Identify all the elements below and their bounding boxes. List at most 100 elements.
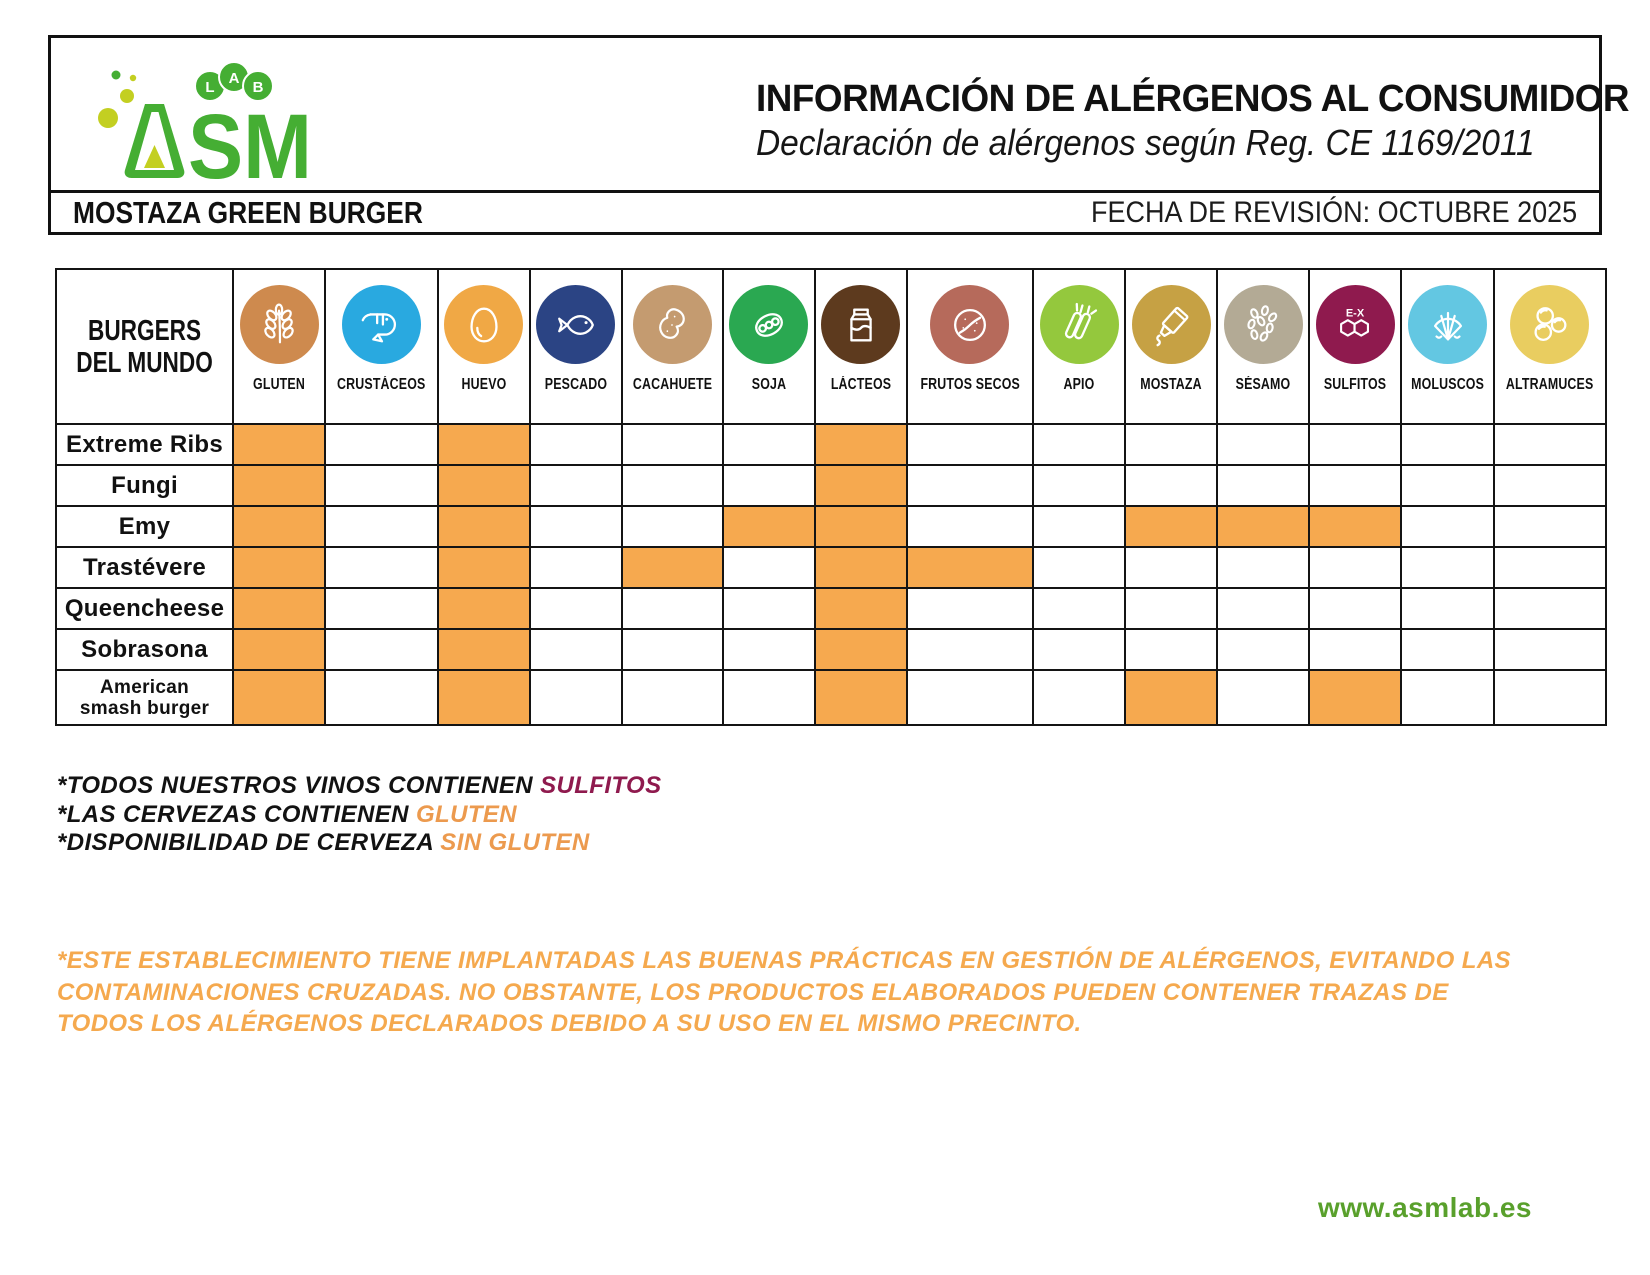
allergen-column-gluten: GLUTEN bbox=[232, 268, 327, 425]
allergen-cell-pescado bbox=[528, 423, 623, 466]
allergen-cell-mostaza bbox=[1124, 546, 1219, 589]
allergen-mark-gluten bbox=[232, 587, 327, 630]
allergen-mark-frutos_secos bbox=[905, 546, 1035, 589]
allergen-mark-gluten bbox=[232, 423, 327, 466]
note-text: *LAS CERVEZAS CONTIENEN bbox=[57, 800, 416, 828]
allergen-column-label: PESCADO bbox=[544, 376, 607, 393]
sesame-icon bbox=[1223, 285, 1303, 364]
burger-row: Extreme Ribs bbox=[54, 423, 1607, 466]
burger-row: Trastévere bbox=[54, 546, 1607, 589]
logo-lab-letter-l: L bbox=[205, 79, 214, 96]
allergen-cell-pescado bbox=[528, 464, 623, 507]
allergen-cell-sesamo bbox=[1216, 628, 1311, 671]
allergen-cell-altramuces bbox=[1493, 423, 1607, 466]
allergen-cell-sesamo bbox=[1216, 464, 1311, 507]
allergen-column-pescado: PESCADO bbox=[528, 268, 623, 425]
allergen-cell-soja bbox=[721, 423, 816, 466]
shrimp-icon bbox=[341, 285, 421, 364]
allergen-cell-sulfitos bbox=[1308, 628, 1403, 671]
note-text: *TODOS NUESTROS VINOS CONTIENEN bbox=[57, 772, 541, 799]
allergen-mark-huevo bbox=[436, 587, 531, 630]
allergen-column-sesamo: SÉSAMO bbox=[1216, 268, 1311, 425]
allergen-column-huevo: HUEVO bbox=[436, 268, 531, 425]
logo-sm-text: SM bbox=[188, 96, 312, 182]
allergen-cell-pescado bbox=[528, 546, 623, 589]
sulfites-icon: E-X bbox=[1315, 285, 1395, 364]
allergen-cell-frutos_secos bbox=[905, 587, 1035, 630]
burger-row: Emy bbox=[54, 505, 1607, 548]
allergen-cell-soja bbox=[721, 628, 816, 671]
page-title: INFORMACIÓN DE ALÉRGENOS AL CONSUMIDOR bbox=[756, 78, 1630, 120]
allergen-column-label: FRUTOS SECOS bbox=[920, 376, 1020, 393]
allergen-cell-crustaceos bbox=[324, 423, 439, 466]
burger-name: Queencheese bbox=[54, 587, 235, 630]
note-highlight: SULFITOS bbox=[540, 772, 662, 799]
allergen-cell-moluscos bbox=[1400, 505, 1496, 548]
allergen-mark-huevo bbox=[436, 669, 531, 726]
allergen-cell-crustaceos bbox=[324, 464, 439, 507]
allergen-mark-lacteos bbox=[813, 546, 908, 589]
allergen-mark-cacahuete bbox=[620, 546, 724, 589]
allergen-mark-sesamo bbox=[1216, 505, 1311, 548]
allergen-cell-moluscos bbox=[1400, 628, 1496, 671]
allergen-cell-moluscos bbox=[1400, 423, 1496, 466]
allergen-mark-gluten bbox=[232, 464, 327, 507]
allergen-cell-cacahuete bbox=[620, 669, 724, 726]
allergen-cell-pescado bbox=[528, 669, 623, 726]
allergen-column-label: MOSTAZA bbox=[1140, 376, 1202, 393]
allergen-mark-lacteos bbox=[813, 505, 908, 548]
allergen-column-cacahuete: CACAHUETE bbox=[620, 268, 724, 425]
peanut-icon bbox=[632, 285, 712, 364]
allergen-mark-lacteos bbox=[813, 464, 908, 507]
allergen-cell-moluscos bbox=[1400, 587, 1496, 630]
allergen-column-moluscos: MOLUSCOS bbox=[1400, 268, 1496, 425]
notes: *TODOS NUESTROS VINOS CONTIENEN SULFITOS… bbox=[57, 772, 662, 858]
allergen-column-altramuces: ALTRAMUCES bbox=[1493, 268, 1607, 425]
allergen-column-frutos_secos: FRUTOS SECOS bbox=[905, 268, 1035, 425]
allergen-cell-crustaceos bbox=[324, 505, 439, 548]
allergen-column-mostaza: MOSTAZA bbox=[1124, 268, 1219, 425]
allergen-cell-sesamo bbox=[1216, 546, 1311, 589]
allergen-cell-cacahuete bbox=[620, 464, 724, 507]
allergen-cell-cacahuete bbox=[620, 587, 724, 630]
allergen-column-label: SÉSAMO bbox=[1235, 376, 1291, 393]
wheat-icon bbox=[239, 285, 319, 364]
allergen-mark-lacteos bbox=[813, 587, 908, 630]
milk-icon bbox=[821, 285, 901, 364]
allergen-cell-sesamo bbox=[1216, 669, 1311, 726]
logo-lab-letter-a: A bbox=[229, 70, 240, 87]
allergen-cell-altramuces bbox=[1493, 628, 1607, 671]
allergen-cell-sulfitos bbox=[1308, 464, 1403, 507]
burger-name: Emy bbox=[54, 505, 235, 548]
allergen-column-label: SOJA bbox=[751, 376, 786, 393]
burger-name: American smash burger bbox=[54, 669, 235, 726]
allergen-cell-crustaceos bbox=[324, 628, 439, 671]
allergen-mark-sulfitos bbox=[1308, 505, 1403, 548]
allergen-column-label: ALTRAMUCES bbox=[1506, 376, 1594, 393]
burger-row: American smash burger bbox=[54, 669, 1607, 726]
fish-icon bbox=[536, 285, 616, 364]
burger-row: Queencheese bbox=[54, 587, 1607, 630]
website-link[interactable]: www.asmlab.es bbox=[1318, 1192, 1532, 1223]
allergen-column-label: LÁCTEOS bbox=[830, 376, 891, 393]
allergen-cell-apio bbox=[1032, 628, 1127, 671]
lupin-icon bbox=[1510, 285, 1590, 364]
header-titles: INFORMACIÓN DE ALÉRGENOS AL CONSUMIDOR D… bbox=[756, 78, 1630, 164]
header-box: L A B SM INFORMACIÓN DE ALÉRGENOS AL CON… bbox=[48, 35, 1630, 198]
allergen-cell-soja bbox=[721, 546, 816, 589]
allergen-cell-crustaceos bbox=[324, 669, 439, 726]
allergen-table: BURGERS DEL MUNDO GLUTEN CRUSTÁCEOS HUEVO PES… bbox=[54, 268, 1607, 726]
note-text: *DISPONIBILIDAD DE CERVEZA bbox=[57, 829, 441, 856]
allergen-cell-frutos_secos bbox=[905, 505, 1035, 548]
allergen-cell-sesamo bbox=[1216, 423, 1311, 466]
allergen-mark-gluten bbox=[232, 505, 327, 548]
svg-text:E-X: E-X bbox=[1346, 307, 1365, 319]
allergen-cell-apio bbox=[1032, 587, 1127, 630]
allergen-cell-mostaza bbox=[1124, 628, 1219, 671]
allergen-mark-huevo bbox=[436, 423, 531, 466]
allergen-cell-apio bbox=[1032, 546, 1127, 589]
allergen-cell-altramuces bbox=[1493, 587, 1607, 630]
page-subtitle: Declaración de alérgenos según Reg. CE 1… bbox=[756, 122, 1535, 163]
allergen-cell-cacahuete bbox=[620, 505, 724, 548]
